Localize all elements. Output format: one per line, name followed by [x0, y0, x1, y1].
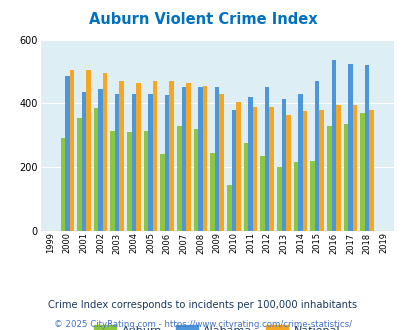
Bar	[264, 87, 269, 231]
Bar	[198, 87, 202, 231]
Bar	[65, 76, 69, 231]
Bar	[69, 70, 74, 231]
Bar	[164, 95, 169, 231]
Bar	[293, 162, 298, 231]
Bar	[343, 124, 347, 231]
Bar	[177, 126, 181, 231]
Bar	[202, 86, 207, 231]
Text: Crime Index corresponds to incidents per 100,000 inhabitants: Crime Index corresponds to incidents per…	[48, 300, 357, 310]
Bar	[360, 113, 364, 231]
Bar	[210, 153, 214, 231]
Bar	[281, 99, 286, 231]
Bar	[326, 126, 331, 231]
Bar	[136, 82, 140, 231]
Bar	[115, 94, 119, 231]
Bar	[185, 82, 190, 231]
Bar	[193, 129, 198, 231]
Bar	[152, 81, 157, 231]
Bar	[219, 94, 224, 231]
Bar	[248, 97, 252, 231]
Bar	[181, 87, 185, 231]
Bar	[119, 81, 124, 231]
Bar	[110, 130, 115, 231]
Bar	[102, 73, 107, 231]
Bar	[169, 81, 174, 231]
Legend: Auburn, Alabama, National: Auburn, Alabama, National	[90, 321, 344, 330]
Bar	[243, 143, 248, 231]
Bar	[369, 110, 373, 231]
Bar	[319, 110, 323, 231]
Bar	[231, 110, 236, 231]
Bar	[252, 107, 257, 231]
Bar	[347, 63, 352, 231]
Bar	[94, 108, 98, 231]
Bar	[310, 161, 314, 231]
Text: © 2025 CityRating.com - https://www.cityrating.com/crime-statistics/: © 2025 CityRating.com - https://www.city…	[54, 319, 351, 329]
Bar	[236, 102, 240, 231]
Bar	[86, 70, 90, 231]
Bar	[302, 112, 307, 231]
Bar	[148, 94, 152, 231]
Bar	[98, 89, 102, 231]
Bar	[314, 81, 319, 231]
Bar	[364, 65, 369, 231]
Bar	[127, 132, 131, 231]
Bar	[226, 185, 231, 231]
Bar	[77, 118, 81, 231]
Bar	[298, 94, 302, 231]
Bar	[286, 115, 290, 231]
Bar	[214, 87, 219, 231]
Bar	[81, 92, 86, 231]
Bar	[60, 139, 65, 231]
Bar	[277, 167, 281, 231]
Bar	[143, 130, 148, 231]
Bar	[331, 60, 335, 231]
Bar	[335, 105, 340, 231]
Bar	[269, 107, 273, 231]
Bar	[160, 154, 164, 231]
Bar	[260, 156, 264, 231]
Bar	[352, 105, 356, 231]
Bar	[131, 94, 136, 231]
Text: Auburn Violent Crime Index: Auburn Violent Crime Index	[88, 12, 317, 26]
